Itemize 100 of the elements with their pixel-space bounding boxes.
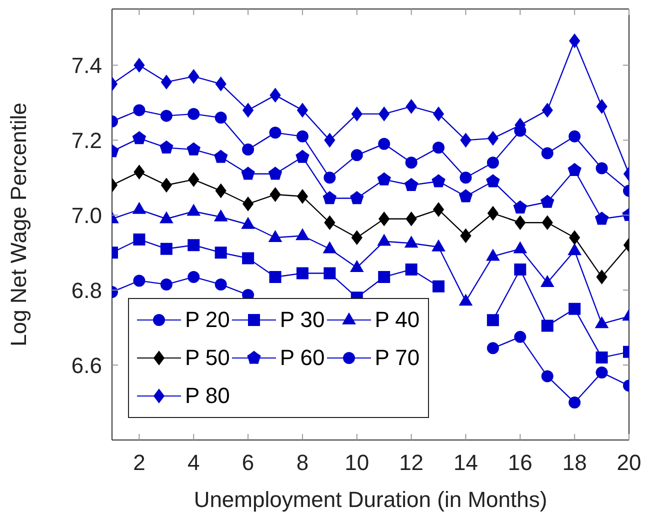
point: [351, 230, 362, 245]
point: [486, 174, 500, 188]
x-tick-label: 10: [344, 450, 370, 475]
point: [296, 267, 308, 280]
point: [186, 142, 200, 156]
point: [405, 156, 418, 169]
point: [268, 166, 282, 180]
point: [296, 130, 308, 142]
legend-label: P 70: [374, 344, 420, 372]
point: [596, 162, 608, 174]
point: [378, 212, 390, 226]
point: [296, 228, 310, 240]
point: [433, 202, 444, 217]
point: [568, 244, 582, 256]
point: [188, 270, 200, 283]
point: [486, 249, 500, 261]
point: [460, 133, 472, 148]
point: [324, 216, 336, 230]
point: [323, 242, 336, 254]
point: [406, 212, 417, 226]
point: [160, 212, 173, 224]
point: [160, 278, 172, 290]
point: [596, 366, 608, 379]
point: [514, 263, 526, 276]
point: [215, 184, 226, 198]
point: [568, 302, 581, 315]
point: [350, 260, 364, 272]
point: [405, 263, 418, 276]
x-tick-label: 6: [242, 450, 254, 475]
point: [568, 163, 582, 176]
point: [242, 103, 254, 118]
point: [595, 212, 609, 225]
point: [458, 189, 473, 202]
point: [596, 99, 608, 114]
legend-label: P 50: [185, 344, 230, 372]
point: [269, 126, 282, 139]
point: [596, 352, 608, 364]
point: [242, 144, 254, 156]
point: [486, 342, 499, 354]
point: [514, 216, 526, 230]
point: [242, 217, 255, 229]
point: [242, 252, 254, 264]
point: [297, 189, 308, 204]
legend-label: P 60: [280, 344, 325, 372]
point: [377, 172, 391, 186]
y-axis-title: Log Net Wage Percentile: [6, 102, 31, 346]
point: [378, 138, 390, 150]
point: [296, 150, 310, 163]
point: [214, 112, 227, 124]
point: [404, 178, 418, 191]
point: [460, 228, 472, 243]
x-tick-label: 12: [399, 450, 424, 475]
point: [215, 76, 226, 92]
point: [134, 164, 145, 180]
point: [514, 242, 527, 254]
x-tick-label: 8: [296, 450, 309, 475]
legend-label: P 80: [185, 382, 230, 410]
point: [188, 108, 200, 120]
point: [432, 174, 446, 188]
point: [133, 274, 146, 287]
point: [541, 147, 554, 160]
point: [406, 99, 417, 114]
point: [160, 178, 172, 192]
point: [214, 246, 227, 259]
point: [432, 240, 446, 252]
point: [569, 230, 580, 245]
point: [459, 294, 472, 306]
point: [568, 130, 581, 142]
x-axis-title: Unemployment Duration (in Months): [194, 487, 548, 512]
point: [541, 370, 554, 382]
point: [486, 314, 499, 326]
point: [187, 204, 200, 216]
point: [188, 69, 200, 84]
x-tick-label: 2: [133, 450, 146, 475]
point: [433, 106, 444, 122]
point: [378, 270, 390, 283]
legend-label: P 40: [374, 306, 420, 334]
point: [269, 270, 282, 283]
point: [241, 166, 255, 180]
point: [460, 172, 472, 184]
point: [487, 206, 498, 220]
point: [350, 149, 363, 162]
point: [160, 140, 174, 154]
point: [132, 202, 146, 214]
point: [324, 172, 336, 184]
point: [160, 110, 172, 122]
point: [514, 330, 526, 343]
point: [596, 270, 608, 284]
point: [214, 150, 228, 163]
y-tick-label: 6.6: [71, 353, 102, 378]
point: [568, 396, 581, 409]
point: [513, 200, 527, 214]
y-tick-label: 7.2: [71, 128, 102, 154]
point: [133, 104, 146, 116]
point: [324, 133, 336, 148]
point: [297, 103, 308, 118]
point: [134, 58, 145, 72]
point: [569, 34, 580, 48]
point: [132, 131, 146, 144]
point: [404, 236, 418, 248]
